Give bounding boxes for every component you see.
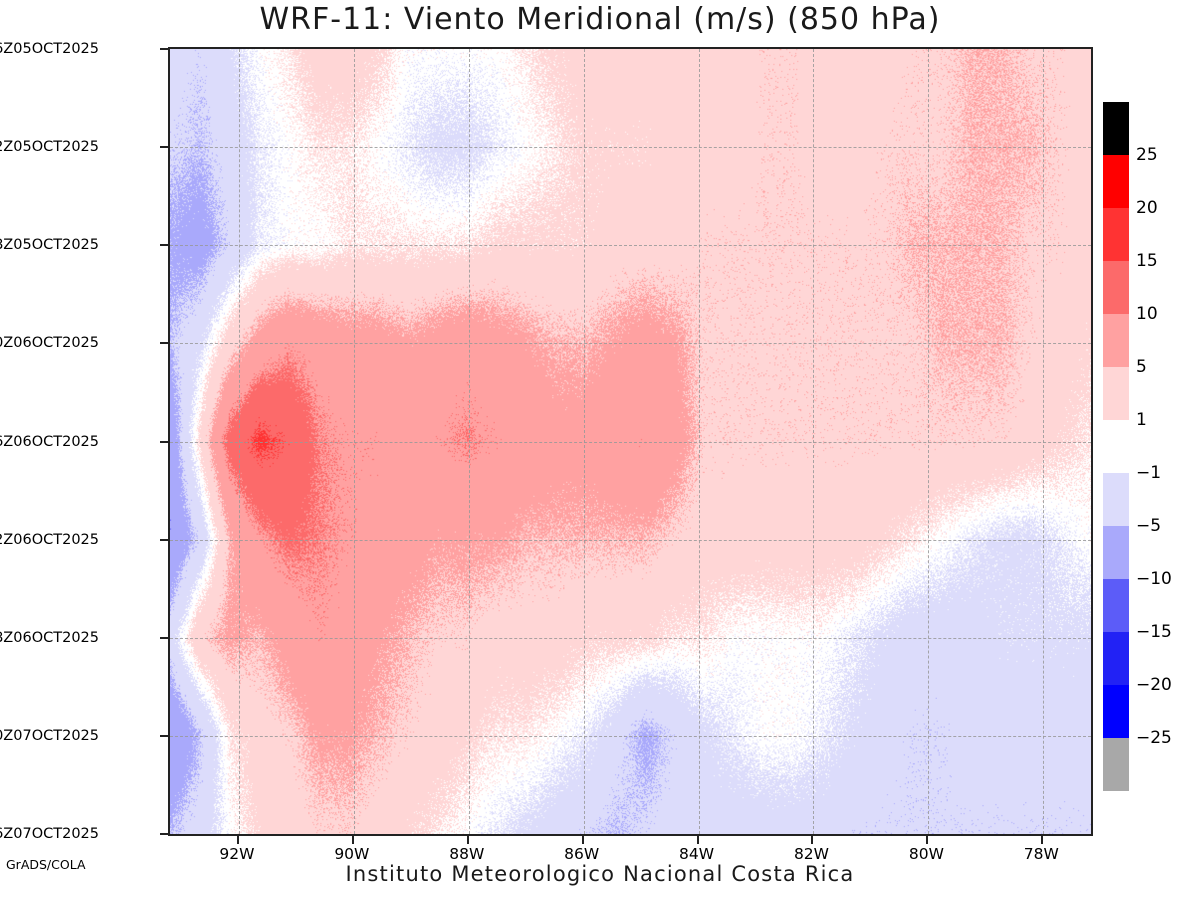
colorbar-segment [1103,579,1129,632]
y-axis-tick-label: 06Z05OCT2025 [0,41,99,57]
x-axis-tick-label: 88W [449,845,485,863]
colorbar-segment [1103,261,1129,314]
colorbar-tick-label: 1 [1136,410,1147,430]
colorbar-tick-label: −10 [1136,569,1172,589]
colorbar-tick-label: −25 [1136,728,1172,748]
y-axis-tick-mark [160,244,168,247]
y-axis-tick-mark [160,833,168,835]
y-axis-tick-mark [160,48,168,50]
colorbar-tick-label: 15 [1136,251,1158,271]
y-axis-tick-label: 18Z06OCT2025 [0,629,99,646]
colorbar-segment [1103,685,1129,738]
x-axis-tick-label: 84W [679,845,715,863]
contour-field-wrapper [170,49,1091,834]
colorbar-segment [1103,208,1129,261]
colorbar-segment [1103,102,1129,155]
y-axis-tick-label: 06Z07OCT2025 [0,826,99,842]
colorbar-tick-label: −15 [1136,622,1172,642]
colorbar-tick-label: 5 [1136,357,1147,377]
y-axis-tick-mark [160,734,168,737]
x-axis-tick-label: 80W [908,845,944,863]
colorbar-segment [1103,473,1129,526]
x-axis-tick-label: 78W [1023,845,1059,863]
colorbar-segment [1103,526,1129,579]
contour-field [170,49,1091,834]
x-axis-tick-mark [811,836,814,844]
colorbar-segment [1103,367,1129,420]
plot-area [168,47,1093,836]
colorbar-tick-label: 25 [1136,145,1158,165]
x-axis-tick-mark [696,836,699,844]
y-axis-tick-mark [160,146,168,149]
colorbar-tick-label: 10 [1136,304,1158,324]
x-axis-tick-label: 92W [219,845,255,863]
colorbar-segment [1103,314,1129,367]
x-axis-tick-mark [236,836,239,844]
colorbar-tick-label: −5 [1136,516,1162,536]
y-axis-tick-mark [160,538,168,541]
x-axis-tick-mark [351,836,354,844]
colorbar-tick-label: −20 [1136,675,1172,695]
y-axis-tick-label: 00Z07OCT2025 [0,727,99,744]
colorbar-segment [1103,155,1129,208]
y-axis-tick-label: 06Z06OCT2025 [0,433,99,450]
y-axis-tick-label: 00Z06OCT2025 [0,335,99,352]
colorbar-tick-label: −1 [1136,463,1162,483]
x-axis-tick-label: 86W [564,845,600,863]
institution-footer: Instituto Meteorologico Nacional Costa R… [345,862,855,886]
x-axis-tick-mark [1041,836,1044,844]
y-axis-tick-mark [160,342,168,345]
colorbar-segment [1103,738,1129,791]
x-axis-tick-label: 82W [793,845,829,863]
x-axis-tick-mark [466,836,469,844]
y-axis-tick-label: 12Z06OCT2025 [0,531,99,548]
x-axis-tick-mark [926,836,929,844]
x-axis-tick-label: 90W [334,845,370,863]
colorbar-segment [1103,632,1129,685]
y-axis-tick-mark [160,636,168,639]
y-axis-tick-label: 12Z05OCT2025 [0,139,99,156]
y-axis-tick-label: 18Z05OCT2025 [0,237,99,254]
colorbar-segment [1103,420,1129,473]
y-axis-tick-mark [160,440,168,443]
colorbar-tick-label: 20 [1136,198,1158,218]
colorbar [1103,102,1129,791]
x-axis-tick-mark [581,836,584,844]
page-title: WRF-11: Viento Meridional (m/s) (850 hPa… [259,2,941,37]
grads-credit: GrADS/COLA [6,857,86,872]
